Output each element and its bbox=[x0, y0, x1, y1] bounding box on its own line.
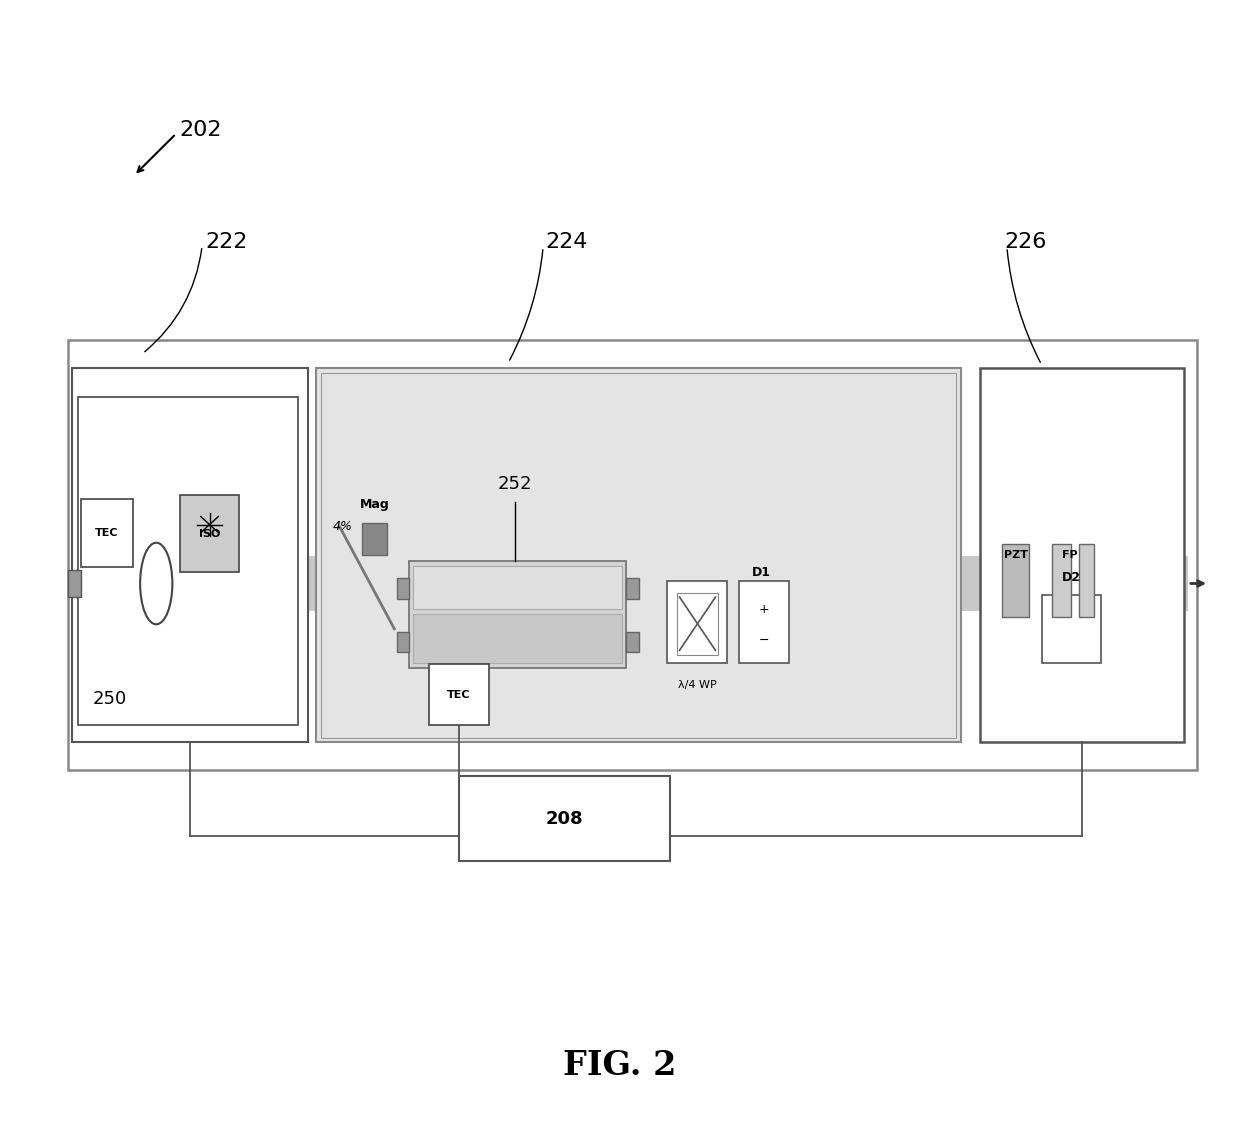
Text: Mag: Mag bbox=[360, 497, 389, 511]
Bar bbox=[677, 593, 718, 655]
Bar bbox=[68, 570, 81, 597]
Bar bbox=[626, 578, 639, 598]
Bar bbox=[362, 523, 387, 555]
Bar bbox=[413, 614, 622, 663]
Text: PZT: PZT bbox=[1003, 551, 1028, 560]
Bar bbox=[316, 368, 961, 742]
Bar bbox=[459, 776, 670, 861]
Bar bbox=[980, 368, 1184, 742]
Bar bbox=[68, 340, 1197, 770]
Bar bbox=[429, 664, 489, 725]
Text: FIG. 2: FIG. 2 bbox=[563, 1048, 677, 1082]
Text: 224: 224 bbox=[546, 232, 588, 253]
Bar bbox=[78, 397, 298, 725]
Bar bbox=[739, 581, 789, 663]
Text: +: + bbox=[759, 603, 769, 616]
Bar bbox=[1002, 544, 1029, 617]
Text: 222: 222 bbox=[206, 232, 248, 253]
Text: λ/4 WP: λ/4 WP bbox=[677, 680, 717, 690]
Bar bbox=[1042, 595, 1101, 663]
Bar bbox=[413, 566, 622, 610]
Bar bbox=[81, 499, 133, 566]
Bar bbox=[1052, 544, 1071, 617]
Text: 4%: 4% bbox=[332, 520, 352, 534]
Bar bbox=[397, 632, 409, 653]
Bar bbox=[409, 561, 626, 668]
Text: 226: 226 bbox=[1004, 232, 1047, 253]
Text: ISO: ISO bbox=[198, 529, 221, 538]
Bar bbox=[626, 632, 639, 653]
Bar bbox=[397, 578, 409, 598]
Bar bbox=[72, 368, 308, 742]
Bar bbox=[321, 373, 956, 738]
Text: −: − bbox=[759, 633, 769, 647]
Text: TEC: TEC bbox=[95, 528, 118, 537]
Bar bbox=[1079, 544, 1094, 617]
Text: FP: FP bbox=[1063, 551, 1078, 560]
Text: 250: 250 bbox=[93, 690, 128, 708]
Bar bbox=[180, 495, 239, 572]
Text: 208: 208 bbox=[546, 810, 583, 827]
Bar bbox=[667, 581, 727, 663]
Text: 202: 202 bbox=[180, 120, 222, 140]
Text: TEC: TEC bbox=[448, 690, 470, 699]
Bar bbox=[72, 556, 1188, 611]
Text: D1: D1 bbox=[751, 565, 771, 579]
Text: D2: D2 bbox=[1061, 571, 1081, 585]
Text: 252: 252 bbox=[497, 475, 532, 493]
